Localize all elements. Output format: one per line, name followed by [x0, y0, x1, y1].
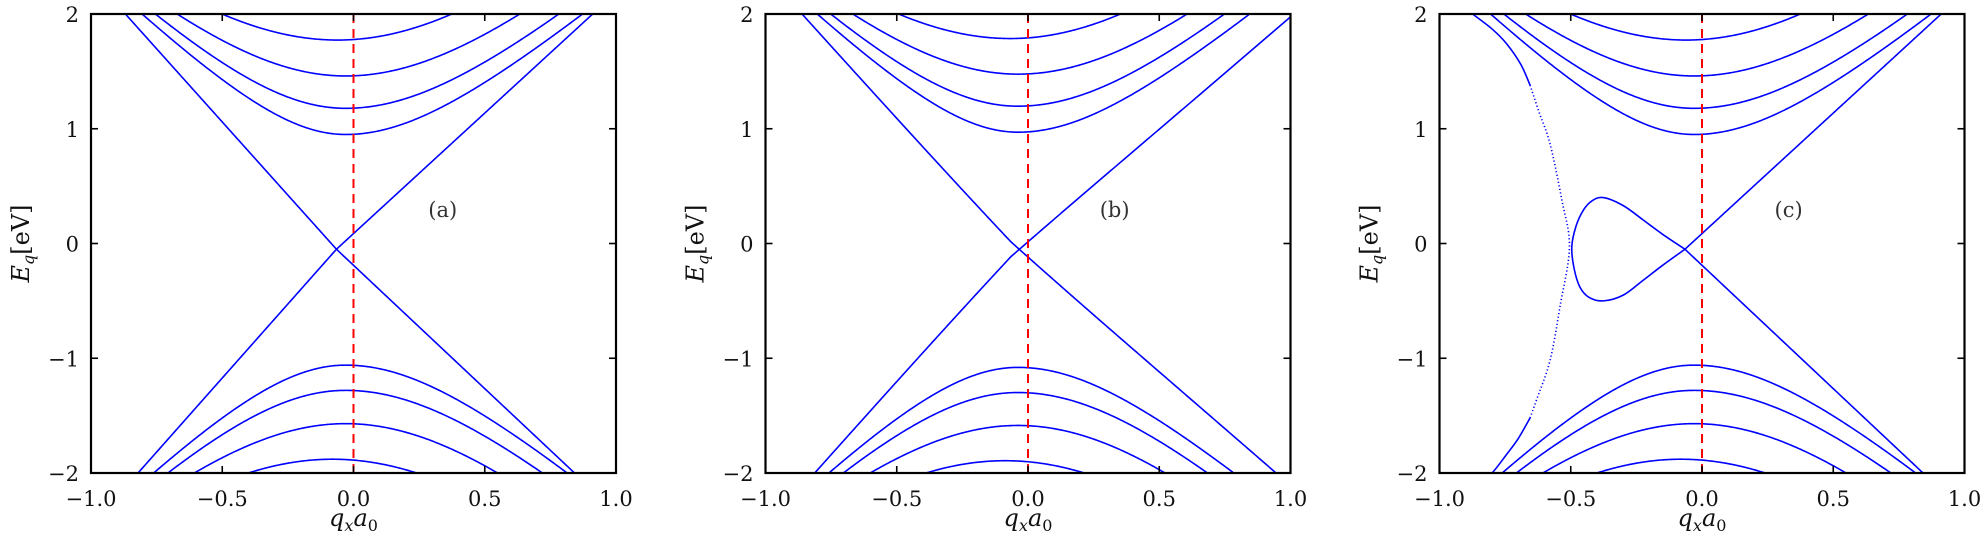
y-tick-label: −1	[723, 347, 754, 371]
conduction-branch-3	[852, 14, 1188, 75]
y-tick-label: 2	[1414, 3, 1427, 27]
y-tick-label: 2	[66, 3, 79, 27]
x-tick-label: 0.5	[1143, 487, 1176, 511]
x-tick-label: −1.0	[1414, 487, 1465, 511]
x-tick-label: −0.5	[871, 487, 922, 511]
x-axis-title: qxa0	[1678, 504, 1727, 535]
x-tick-label: 1.0	[1948, 487, 1981, 511]
x-tick-label: 0.0	[1011, 487, 1044, 511]
y-tick-label: 1	[740, 118, 753, 142]
conduction-branch-1	[816, 14, 1251, 134]
panel-b: −1.0 −0.5 0.0 0.5 1.0 −2 −1 0 1 2 qxa0 Eq[eV] (b)	[682, 3, 1308, 535]
descending-dirac-line	[124, 14, 576, 473]
x-axis-title: qxa0	[1004, 504, 1053, 535]
x-tick-label: 1.0	[599, 487, 632, 511]
y-tick-label: 0	[740, 233, 753, 257]
ascending-dirac-line	[1684, 14, 1942, 250]
valence-band-0	[1501, 364, 1917, 473]
valence-band-3	[1596, 458, 1766, 473]
conduction-band-2	[1525, 14, 1869, 77]
panel-label: (a)	[428, 198, 457, 222]
y-tick-label: 1	[1414, 118, 1427, 142]
valence-branch-1	[869, 424, 1166, 473]
loop	[1570, 196, 1686, 302]
plot-area	[1472, 14, 1942, 473]
valence-band-1	[1515, 389, 1892, 473]
y-tick-label: 1	[66, 118, 79, 142]
panel-a: −1.0 −0.5 0.0 0.5 1.0 −2 −1 0 1 2 qxa0 Eq[eV] (a)	[7, 3, 633, 535]
y-tick-label: −2	[1397, 462, 1428, 486]
y-tick-label: 0	[66, 233, 79, 257]
y-tick-label: −1	[48, 347, 79, 371]
dotted-branch	[1529, 84, 1571, 419]
y-axis-title: Eq[eV]	[7, 204, 38, 283]
x-tick-label: 0.5	[468, 487, 501, 511]
panel-label: (b)	[1100, 198, 1130, 222]
y-tick-label: −2	[48, 462, 79, 486]
y-axis-title: Eq[eV]	[1356, 204, 1387, 283]
conduction-branch-4	[898, 14, 1121, 40]
y-tick-label: 0	[1414, 233, 1427, 257]
x-axis-title: qxa0	[329, 504, 378, 535]
valence-band-0	[153, 364, 568, 473]
valence-band-3	[247, 458, 418, 473]
y-tick-label: −1	[1397, 347, 1428, 371]
x-tick-label: 0.0	[337, 487, 370, 511]
panel-c: −1.0 −0.5 0.0 0.5 1.0 −2 −1 0 1 2 qxa0 Eq[eV] (c)	[1356, 3, 1982, 535]
x-tick-label: 1.0	[1274, 487, 1307, 511]
valence-branch-3	[828, 366, 1235, 473]
ascending-dirac-line	[137, 14, 594, 473]
x-tick-label: 0.0	[1685, 487, 1718, 511]
x-tick-label: −1.0	[66, 487, 117, 511]
plot-area	[124, 14, 594, 473]
y-axis-title: Eq[eV]	[682, 204, 713, 283]
valence-branch-4	[801, 14, 1277, 473]
valence-branch-2	[842, 391, 1208, 473]
conduction-band-0	[1489, 14, 1932, 136]
y-tick-label: 2	[740, 3, 753, 27]
conduction-branch-0	[814, 16, 1291, 473]
valence-band-1	[167, 389, 543, 473]
valence-band-2	[1542, 422, 1847, 473]
conduction-band-0	[141, 14, 584, 136]
conduction-band-3	[1569, 14, 1801, 41]
valence-band-2	[193, 422, 498, 473]
conduction-band-3	[221, 14, 453, 41]
upper-left-branch	[1472, 14, 1531, 86]
descending-dirac-line	[1684, 248, 1924, 473]
y-tick-label: −2	[723, 462, 754, 486]
valence-branch-0	[925, 459, 1085, 473]
conduction-band-1	[154, 14, 560, 110]
panel-label: (c)	[1775, 198, 1803, 222]
x-tick-label: 0.5	[1817, 487, 1850, 511]
x-tick-label: −0.5	[1545, 487, 1596, 511]
conduction-band-1	[1503, 14, 1908, 110]
x-tick-label: −1.0	[740, 487, 791, 511]
conduction-band-2	[176, 14, 521, 77]
x-tick-label: −0.5	[197, 487, 248, 511]
plot-area	[801, 14, 1291, 473]
lower-left-branch	[1486, 417, 1531, 473]
